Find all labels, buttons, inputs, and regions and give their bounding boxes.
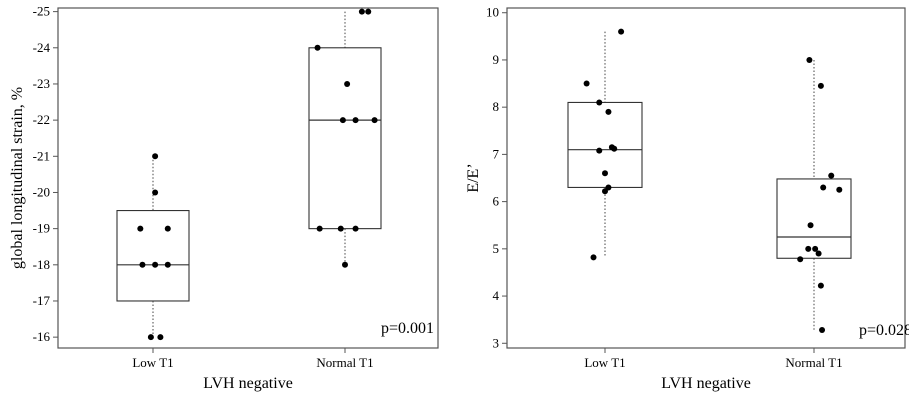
data-point — [152, 189, 159, 196]
y-tick-label: -23 — [33, 76, 50, 91]
data-point — [344, 80, 351, 87]
data-point — [152, 261, 159, 268]
data-point — [358, 8, 365, 15]
panel-gls: -25 -24 -23 -22 -21 -20 -19 -18 -17 -16 Low T1 Nor… — [9, 4, 439, 392]
data-point — [820, 184, 827, 191]
data-point — [806, 56, 813, 63]
data-point — [371, 117, 378, 124]
data-point — [817, 82, 824, 89]
data-point — [342, 261, 348, 268]
y-axis-ticks-gls: -25 -24 -23 -22 -21 -20 -19 -18 -17 -16 — [33, 4, 58, 344]
data-point — [147, 334, 154, 341]
y-tick-label: 3 — [493, 335, 500, 350]
data-point — [337, 225, 344, 232]
data-point — [836, 186, 843, 193]
p-value-gls: p=0.001 — [381, 320, 434, 337]
plot-frame-ee — [506, 7, 906, 349]
x-axis-title-ee: LVH negative — [661, 375, 751, 392]
box-iqr — [567, 101, 643, 188]
x-tick-label: Normal T1 — [785, 355, 842, 370]
p-value-ee: p=0.028 — [859, 322, 909, 339]
panel-ee: 3 4 5 6 7 8 9 10 Low T1 Normal T1 LVH negative E… — [465, 5, 909, 392]
data-point — [602, 170, 608, 177]
boxes-ee — [567, 31, 852, 331]
points-ee — [583, 28, 843, 334]
data-point — [805, 245, 812, 252]
data-point — [139, 261, 146, 268]
data-point — [828, 172, 835, 179]
data-point — [339, 117, 346, 124]
y-axis-title-ee: E/E’ — [465, 163, 482, 192]
y-axis-ticks-ee: 3 4 5 6 7 8 9 10 — [486, 5, 507, 350]
data-point — [164, 261, 171, 268]
y-tick-label: 10 — [486, 5, 499, 20]
y-tick-label: -20 — [33, 184, 50, 199]
data-point — [611, 145, 618, 152]
y-axis-title-gls: global longitudinal strain, % — [9, 87, 26, 269]
data-point — [596, 99, 603, 106]
y-tick-label: -22 — [33, 112, 50, 127]
data-point — [819, 327, 826, 334]
box-iqr — [308, 47, 382, 230]
box-iqr — [116, 210, 190, 302]
data-point — [352, 117, 359, 124]
x-tick-label: Normal T1 — [316, 355, 373, 370]
y-tick-label: 8 — [493, 99, 500, 114]
data-point — [164, 225, 171, 232]
data-point — [797, 256, 804, 263]
y-tick-label: -21 — [33, 148, 50, 163]
plot-frame-gls — [57, 7, 439, 349]
data-point — [807, 222, 814, 229]
y-tick-label: -16 — [33, 329, 51, 344]
data-point — [152, 153, 159, 160]
x-axis-ticks-ee: Low T1 Normal T1 — [584, 348, 843, 370]
data-point — [596, 147, 603, 154]
data-point — [316, 225, 323, 232]
data-point — [590, 254, 597, 261]
y-tick-label: 5 — [493, 241, 500, 256]
data-point — [137, 225, 144, 232]
x-tick-label: Low T1 — [132, 355, 173, 370]
y-tick-label: -19 — [33, 221, 50, 236]
y-tick-label: -24 — [33, 40, 51, 55]
data-point — [605, 108, 612, 115]
box-iqr — [776, 178, 852, 259]
data-point — [365, 8, 372, 15]
y-tick-label: -18 — [33, 257, 50, 272]
data-point — [815, 250, 822, 257]
data-point — [583, 80, 590, 87]
y-tick-label: -25 — [33, 4, 50, 19]
data-point — [618, 28, 625, 35]
y-tick-label: 9 — [493, 52, 500, 67]
data-point — [314, 44, 321, 51]
y-tick-label: 4 — [493, 288, 500, 303]
data-point — [812, 245, 819, 252]
points-gls — [137, 8, 378, 341]
data-point — [817, 282, 824, 289]
x-axis-ticks-gls: Low T1 Normal T1 — [132, 348, 374, 370]
data-point — [352, 225, 359, 232]
data-point — [602, 188, 608, 195]
x-tick-label: Low T1 — [584, 355, 625, 370]
y-tick-label: 7 — [493, 146, 500, 161]
x-axis-title-gls: LVH negative — [203, 375, 293, 392]
y-tick-label: 6 — [493, 194, 500, 209]
data-point — [157, 334, 164, 341]
boxes-gls — [116, 11, 382, 338]
y-tick-label: -17 — [33, 293, 51, 308]
